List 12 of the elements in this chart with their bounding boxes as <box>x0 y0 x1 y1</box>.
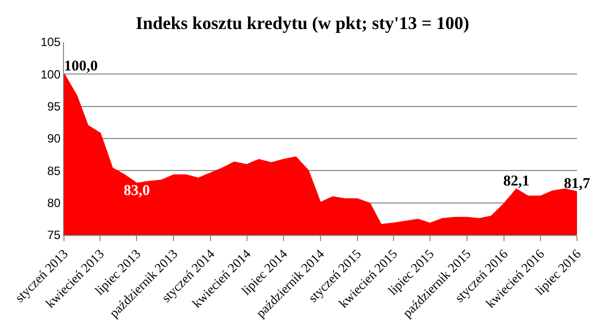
data-label: 100,0 <box>64 58 98 74</box>
data-label: 82,1 <box>503 174 530 190</box>
y-tick-label: 105 <box>40 35 61 50</box>
chart-title: Indeks kosztu kredytu (w pkt; sty'13 = 100) <box>136 13 470 34</box>
y-tick-label: 90 <box>47 132 61 146</box>
y-tick-label: 80 <box>47 196 61 210</box>
data-label: 81,7 <box>564 176 591 192</box>
y-tick-label: 75 <box>47 228 61 242</box>
y-tick-label: 95 <box>47 100 61 114</box>
y-tick-label: 100 <box>40 67 61 82</box>
data-label: 83,0 <box>124 182 150 199</box>
y-tick-label: 85 <box>47 164 61 178</box>
